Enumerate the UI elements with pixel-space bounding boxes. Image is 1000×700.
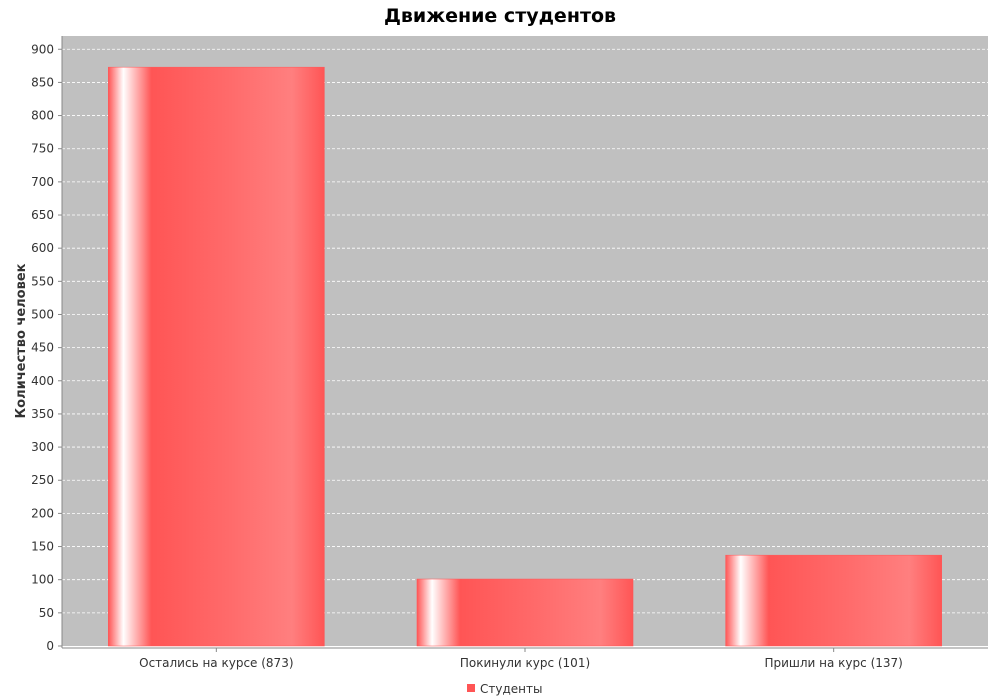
y-tick-label: 500 — [31, 307, 54, 321]
y-tick-label: 450 — [31, 341, 54, 355]
y-tick-label: 200 — [31, 506, 54, 520]
y-tick-label: 100 — [31, 573, 54, 587]
y-axis-label: Количество человек — [14, 263, 29, 418]
legend: Студенты — [467, 682, 542, 696]
y-tick-label: 0 — [46, 639, 54, 653]
y-tick-label: 850 — [31, 75, 54, 89]
bar — [108, 66, 325, 647]
chart-title: Движение студентов — [384, 5, 616, 27]
y-tick-label: 700 — [31, 175, 54, 189]
y-tick-label: 150 — [31, 540, 54, 554]
y-tick-label: 900 — [31, 42, 54, 56]
bar — [725, 554, 942, 647]
legend-label: Студенты — [480, 682, 542, 696]
y-tick-label: 750 — [31, 142, 54, 156]
legend-swatch — [467, 684, 475, 692]
y-tick-label: 300 — [31, 440, 54, 454]
x-category-label: Пришли на курс (137) — [764, 656, 902, 670]
gridlines — [62, 48, 988, 614]
x-category-label: Остались на курсе (873) — [139, 656, 293, 670]
y-tick-label: 50 — [39, 606, 54, 620]
y-tick-label: 800 — [31, 109, 54, 123]
x-axis-categories: Остались на курсе (873) Покинули курс (10… — [139, 648, 903, 670]
bar — [416, 578, 634, 647]
y-tick-label: 350 — [31, 407, 54, 421]
x-category-label: Покинули курс (101) — [460, 656, 590, 670]
y-tick-label: 400 — [31, 374, 54, 388]
y-axis-ticks: 0 50 100 150 200 250 300 350 400 450 500 550 600 650 7… — [31, 42, 62, 653]
bars — [108, 66, 942, 647]
y-tick-label: 550 — [31, 274, 54, 288]
y-tick-label: 600 — [31, 241, 54, 255]
y-tick-label: 250 — [31, 473, 54, 487]
y-tick-label: 650 — [31, 208, 54, 222]
